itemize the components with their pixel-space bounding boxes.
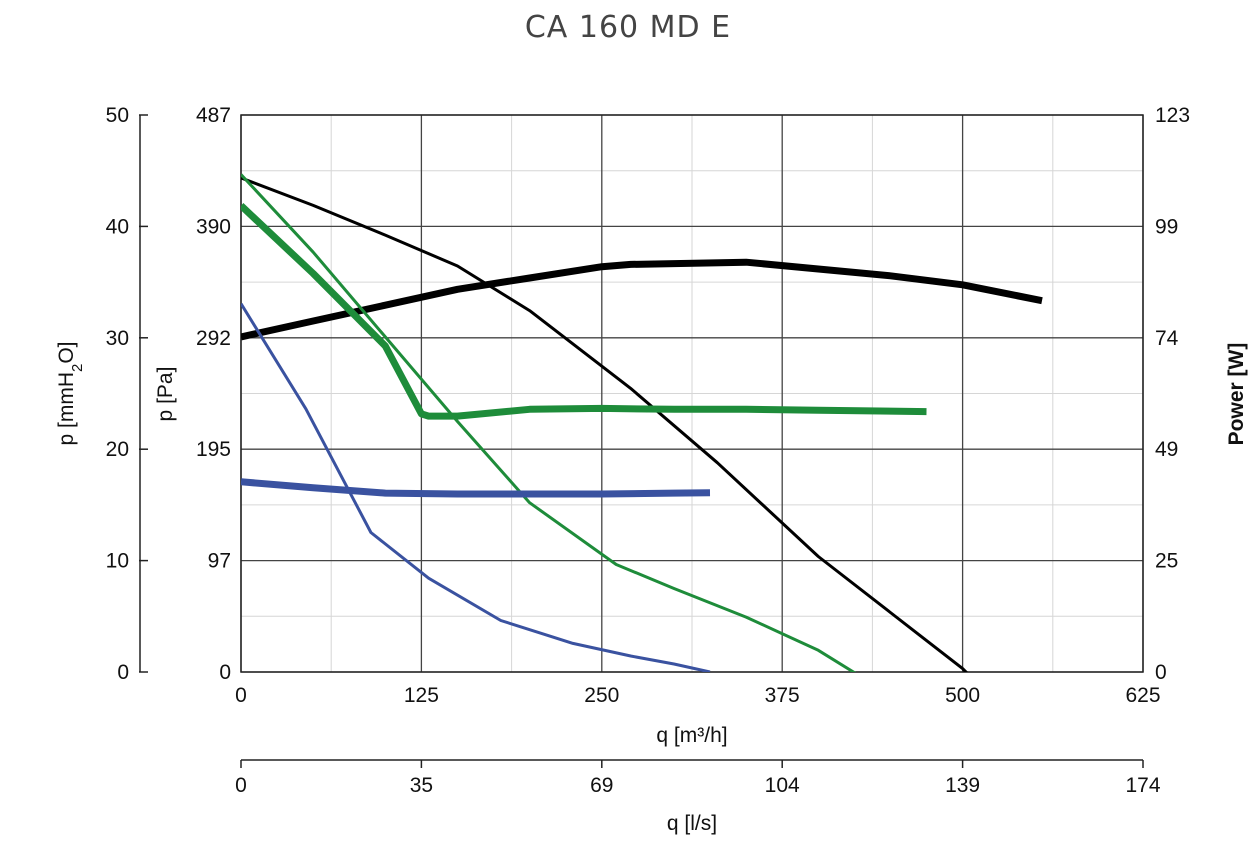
y-axis-label-mmh2o-sub: 2 bbox=[69, 364, 86, 372]
mmh2o-tick-label: 40 bbox=[106, 215, 129, 238]
power-curve-2 bbox=[241, 258, 1043, 341]
pressure-curve-5 bbox=[241, 302, 711, 672]
power-tick-label: 99 bbox=[1155, 215, 1178, 238]
power-tick-label: 74 bbox=[1155, 327, 1179, 350]
pressure-curve-1 bbox=[241, 176, 969, 672]
flow-m3h-tick-label: 125 bbox=[404, 684, 439, 707]
pa-tick-label: 97 bbox=[208, 550, 231, 573]
flow-m3h-tick-label: 375 bbox=[765, 684, 800, 707]
flow-m3h-tick-label: 625 bbox=[1125, 684, 1160, 707]
chart-title: CA 160 MD E bbox=[524, 10, 732, 45]
y-axis-label-mmh2o: p [mmH2O] bbox=[55, 341, 86, 445]
power-tick-label: 0 bbox=[1155, 661, 1167, 684]
y-axis-label-mmh2o-end: O] bbox=[55, 341, 78, 363]
pa-tick-label: 195 bbox=[196, 438, 231, 461]
mmh2o-tick-label: 10 bbox=[106, 550, 129, 573]
mmh2o-tick-label: 30 bbox=[106, 327, 129, 350]
pa-tick-label: 487 bbox=[196, 104, 231, 127]
y-axis-label-power: Power [W] bbox=[1225, 343, 1248, 446]
power-curve-4 bbox=[241, 203, 927, 420]
flow-ls-tick-label: 104 bbox=[765, 774, 800, 797]
y-axis-label-mmh2o-main: p [mmH bbox=[55, 372, 78, 446]
mmh2o-tick-label: 50 bbox=[106, 104, 129, 127]
flow-m3h-tick-label: 500 bbox=[945, 684, 980, 707]
pa-tick-label: 0 bbox=[219, 661, 231, 684]
flow-ls-tick-label: 35 bbox=[410, 774, 433, 797]
pressure-curve-3 bbox=[241, 173, 857, 672]
flow-ls-tick-label: 69 bbox=[590, 774, 613, 797]
pa-tick-label: 390 bbox=[196, 215, 231, 238]
power-curve-6 bbox=[241, 478, 711, 498]
x-axis-label-m3h: q [m³/h] bbox=[656, 724, 727, 747]
power-tick-label: 25 bbox=[1155, 550, 1178, 573]
mmh2o-tick-label: 0 bbox=[117, 661, 129, 684]
flow-ls-tick-label: 174 bbox=[1125, 774, 1160, 797]
plot-frame bbox=[240, 114, 1144, 673]
pa-tick-label: 292 bbox=[196, 327, 231, 350]
flow-m3h-tick-label: 0 bbox=[235, 684, 247, 707]
y-axis-label-pa: p [Pa] bbox=[154, 367, 177, 422]
power-tick-label: 49 bbox=[1155, 438, 1178, 461]
mmh2o-tick-label: 20 bbox=[106, 438, 129, 461]
flow-ls-tick-label: 0 bbox=[235, 774, 247, 797]
power-tick-label: 123 bbox=[1155, 104, 1190, 127]
x-axis-label-ls: q [l/s] bbox=[667, 812, 717, 835]
flow-ls-tick-label: 139 bbox=[945, 774, 980, 797]
flow-m3h-tick-label: 250 bbox=[584, 684, 619, 707]
